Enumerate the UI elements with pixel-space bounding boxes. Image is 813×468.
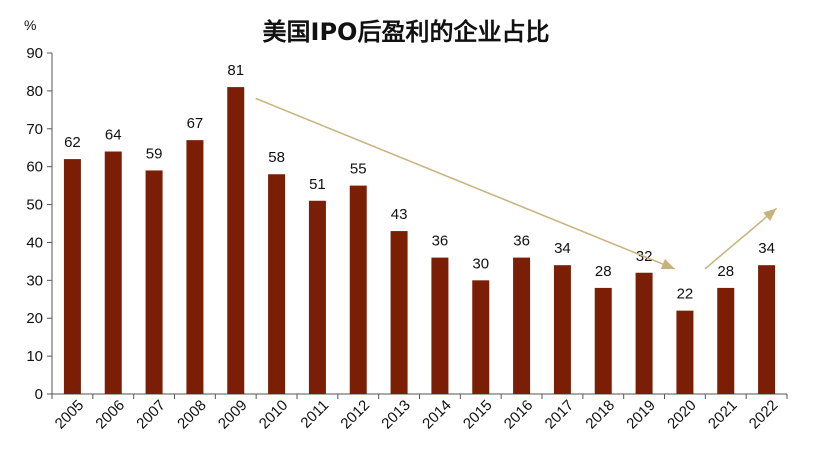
y-tick-label: 80 (26, 83, 43, 100)
trend-arrow-2 (704, 207, 778, 270)
x-tick-label-2016: 2016 (501, 397, 537, 433)
x-tick-label-2011: 2011 (297, 397, 332, 432)
y-tick-label: 90 (26, 45, 43, 62)
x-tick-label-2019: 2019 (623, 397, 659, 433)
x-tick-label-2018: 2018 (582, 397, 618, 433)
bar-2008 (186, 140, 204, 394)
bar-2005 (63, 159, 81, 394)
x-tick-label-2020: 2020 (664, 397, 700, 433)
y-tick-label: 10 (26, 348, 43, 365)
x-tick-label-2017: 2017 (542, 397, 578, 433)
data-label-2013: 43 (391, 206, 408, 223)
bars (63, 87, 776, 394)
x-tick-label-2012: 2012 (337, 397, 373, 433)
data-label-2020: 22 (677, 286, 694, 303)
data-label-2010: 58 (268, 149, 285, 166)
bar-2015 (472, 280, 490, 394)
y-tick-label: 30 (26, 272, 43, 289)
data-label-2007: 59 (146, 145, 163, 162)
x-tick-label-2014: 2014 (419, 397, 455, 433)
data-label-2022: 34 (758, 240, 775, 257)
x-tick-label-2006: 2006 (92, 397, 128, 433)
y-tick-label: 60 (26, 159, 43, 176)
bar-2011 (308, 200, 326, 394)
bar-2012 (349, 185, 367, 394)
data-label-2008: 67 (187, 115, 204, 132)
bar-2006 (104, 151, 122, 394)
y-tick-label: 0 (35, 386, 43, 403)
y-tick-label: 70 (26, 121, 43, 138)
y-tick-label: 50 (26, 197, 43, 214)
x-tick-label-2022: 2022 (746, 397, 782, 433)
data-label-2014: 36 (432, 233, 449, 250)
x-tick-label-2009: 2009 (215, 397, 251, 433)
data-label-2018: 28 (595, 263, 612, 280)
bar-2018 (594, 287, 612, 394)
x-tick-label-2007: 2007 (133, 397, 169, 433)
bar-2021 (717, 287, 735, 394)
y-tick-label: 20 (26, 310, 43, 327)
x-tick-label-2021: 2021 (705, 397, 741, 433)
bar-2007 (145, 170, 163, 394)
data-label-2006: 64 (105, 127, 122, 144)
x-tick-label-2010: 2010 (256, 397, 292, 433)
x-tick-label-2008: 2008 (174, 397, 210, 433)
trend-arrow-1 (255, 97, 676, 270)
bar-2016 (513, 257, 531, 394)
chart-title: 美国IPO后盈利的企业占比 (263, 18, 550, 46)
bar-2020 (676, 310, 694, 394)
bar-2013 (390, 231, 408, 394)
bar-2010 (268, 174, 286, 394)
data-label-2021: 28 (717, 263, 734, 280)
x-tick-label-2005: 2005 (52, 397, 88, 433)
y-tick-label: 40 (26, 234, 43, 251)
data-label-2016: 36 (513, 233, 530, 250)
data-labels: 626459678158515543363036342832222834 (64, 62, 775, 303)
x-tick-labels: 2005 2006 2007 2008 2009 2010 2011 2012 2013 2014… (52, 397, 782, 433)
axes: 0 10 20 30 40 50 60 70 80 90 (26, 45, 788, 403)
trend-arrows (255, 97, 778, 270)
y-axis-unit: % (24, 17, 36, 33)
bar-2019 (635, 272, 653, 394)
data-label-2009: 81 (227, 62, 244, 79)
data-label-2011: 51 (309, 176, 326, 193)
data-label-2017: 34 (554, 240, 571, 257)
bar-2017 (553, 265, 571, 394)
x-tick-label-2013: 2013 (378, 397, 414, 433)
data-label-2012: 55 (350, 161, 367, 178)
data-label-2005: 62 (64, 134, 81, 151)
bar-2014 (431, 257, 449, 394)
data-label-2015: 30 (472, 255, 489, 272)
x-tick-label-2015: 2015 (460, 397, 496, 433)
bar-2009 (227, 87, 245, 394)
bar-2022 (758, 265, 776, 394)
